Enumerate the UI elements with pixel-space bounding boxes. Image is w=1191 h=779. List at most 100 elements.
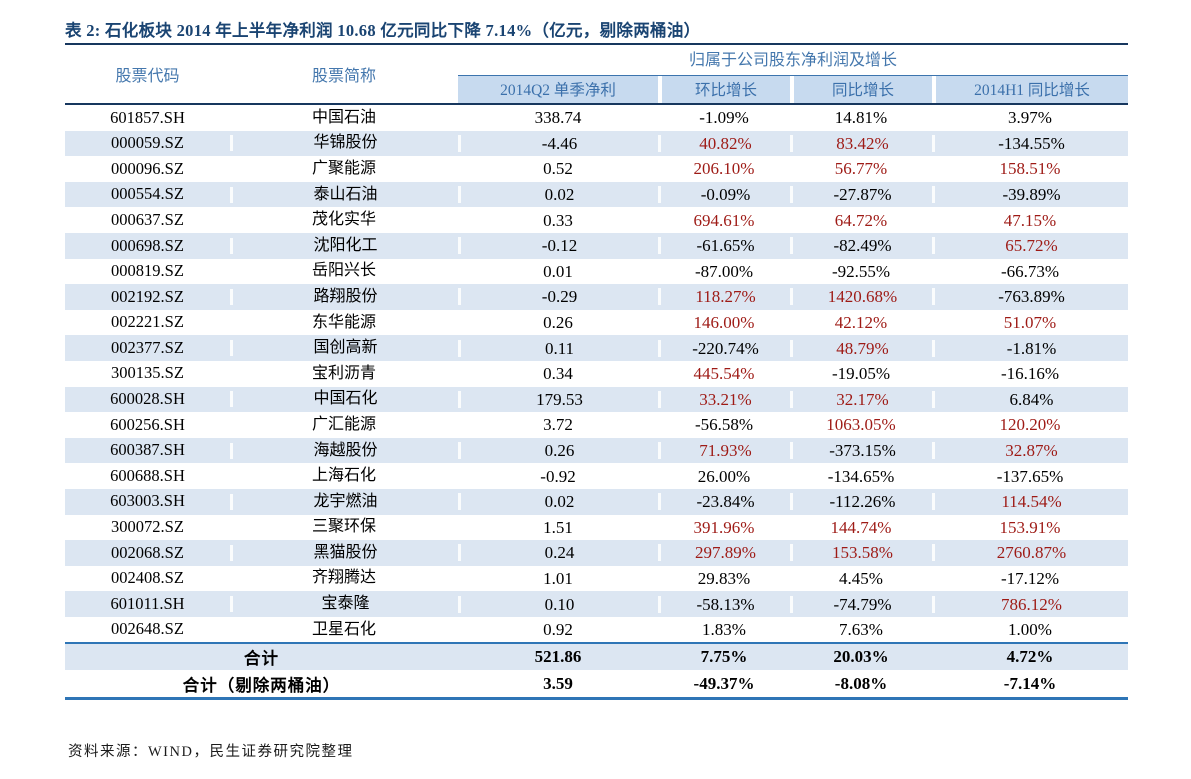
qoq-growth-cell: 71.93% (658, 442, 790, 460)
stock-name-cell: 宝利沥青 (311, 364, 376, 382)
qoq-growth-cell: 297.89% (658, 544, 790, 562)
stock-code-cell: 601011.SH (110, 593, 185, 613)
stock-code-cell: 000637.SZ (111, 209, 184, 229)
stock-name-cell: 路翔股份 (230, 288, 458, 305)
col-header-yoy-growth: 同比增长 (790, 76, 932, 103)
stock-code-cell: 603003.SH (110, 491, 185, 511)
q2-profit-cell: 0.34 (543, 364, 573, 384)
yoy-growth-cell: 32.17% (790, 390, 932, 408)
total-ex-row: 合计（剔除两桶油） 3.59 -49.37% -8.08% -7.14% (65, 670, 1128, 701)
table-row: 601857.SH 中国石油 338.74 -1.09% 14.81% 3.97% (65, 105, 1128, 131)
table-row: 000096.SZ 广聚能源 0.52 206.10% 56.77% 158.51% (65, 156, 1128, 182)
yoy-growth-cell: -74.79% (790, 595, 932, 613)
qoq-growth-cell: 694.61% (693, 210, 755, 230)
table-row: 300135.SZ 宝利沥青 0.34 445.54% -19.05% -16.16% (65, 361, 1128, 387)
stock-name-cell: 上海石化 (311, 467, 376, 485)
q2-profit-cell: 1.51 (543, 517, 573, 537)
qoq-growth-cell: 118.27% (658, 288, 790, 306)
yoy-growth-cell: 14.81% (834, 108, 888, 128)
stock-name-cell: 岳阳兴长 (311, 262, 376, 280)
h1-growth-cell: -66.73% (1000, 261, 1060, 281)
profit-table: 表 2: 石化板块 2014 年上半年净利润 10.68 亿元同比下降 7.14… (65, 20, 1128, 701)
stock-name-cell: 华锦股份 (230, 135, 458, 152)
stock-code-cell: 600028.SH (110, 389, 185, 409)
h1-growth-cell: 32.87% (932, 442, 1128, 460)
table-row: 603003.SH 龙宇燃油 0.02 -23.84% -112.26% 114.54% (65, 488, 1128, 515)
stock-name-cell: 茂化实华 (311, 211, 376, 229)
stock-code-cell: 600256.SH (110, 414, 185, 434)
table-row: 002221.SZ 东华能源 0.26 146.00% 42.12% 51.07% (65, 310, 1128, 336)
h1-growth-cell: -39.89% (932, 186, 1128, 204)
yoy-growth-cell: 153.58% (790, 544, 932, 562)
table-row: 300072.SZ 三聚环保 1.51 391.96% 144.74% 153.91% (65, 515, 1128, 541)
stock-code-cell: 000059.SZ (111, 133, 184, 153)
group-header-area: 归属于公司股东净利润及增长 2014Q2 单季净利 环比增长 同比增长 2014… (458, 45, 1128, 103)
stock-name-cell: 中国石油 (311, 108, 376, 126)
yoy-growth-cell: 56.77% (834, 159, 888, 179)
qoq-growth-cell: 33.21% (658, 390, 790, 408)
qoq-growth-cell: -220.74% (658, 339, 790, 357)
table-row: 002377.SZ 国创高新 0.11 -220.74% 48.79% -1.81% (65, 335, 1128, 361)
stock-code-cell: 300072.SZ (111, 517, 184, 537)
table-row: 002408.SZ 齐翔腾达 1.01 29.83% 4.45% -17.12% (65, 566, 1128, 592)
h1-growth-cell: 4.72% (1006, 647, 1054, 667)
q2-profit-cell: 3.72 (543, 415, 573, 435)
qoq-growth-cell: 445.54% (693, 364, 755, 384)
yoy-growth-cell: -82.49% (790, 237, 932, 255)
qoq-growth-cell: -23.84% (658, 493, 790, 511)
table-row: 000698.SZ 沈阳化工 -0.12 -61.65% -82.49% 65.72% (65, 232, 1128, 259)
stock-code-cell: 002648.SZ (111, 619, 184, 639)
q2-profit-cell: 0.11 (458, 339, 658, 357)
stock-name-cell: 广聚能源 (311, 159, 376, 177)
table-row: 600028.SH 中国石化 179.53 33.21% 32.17% 6.84% (65, 386, 1128, 413)
qoq-growth-cell: 7.75% (700, 647, 748, 667)
stock-code-cell: 002221.SZ (111, 312, 184, 332)
h1-growth-cell: 51.07% (1003, 313, 1057, 333)
h1-growth-cell: -134.55% (932, 134, 1128, 152)
qoq-growth-cell: -87.00% (694, 261, 754, 281)
stock-code-cell: 600688.SH (110, 465, 185, 485)
table-row: 601011.SH 宝泰隆 0.10 -58.13% -74.79% 786.12% (65, 591, 1128, 617)
qoq-growth-cell: -1.09% (699, 108, 749, 128)
col-header-stock-name: 股票简称 (311, 68, 376, 85)
table-row: 002068.SZ 黑猫股份 0.24 297.89% 153.58% 2760.87% (65, 540, 1128, 566)
h1-growth-cell: 1.00% (1008, 620, 1052, 640)
table-row: 000554.SZ 泰山石油 0.02 -0.09% -27.87% -39.89% (65, 181, 1128, 208)
yoy-growth-cell: 64.72% (834, 210, 888, 230)
qoq-growth-cell: 391.96% (693, 517, 755, 537)
q2-profit-cell: 0.52 (543, 159, 573, 179)
stock-name-cell: 三聚环保 (311, 518, 376, 536)
h1-growth-cell: 120.20% (999, 415, 1061, 435)
stock-name-cell: 广汇能源 (311, 415, 376, 433)
qoq-growth-cell: -58.13% (658, 595, 790, 613)
total-ex-label: 合计（剔除两桶油） (182, 675, 341, 695)
h1-growth-cell: -1.81% (932, 339, 1128, 357)
h1-growth-cell: -137.65% (996, 466, 1064, 486)
qoq-growth-cell: -0.09% (658, 186, 790, 204)
h1-growth-cell: 47.15% (1003, 210, 1057, 230)
table-row: 000819.SZ 岳阳兴长 0.01 -87.00% -92.55% -66.73% (65, 259, 1128, 285)
stock-name-cell: 龙宇燃油 (230, 493, 458, 510)
table-header: 股票代码 股票简称 归属于公司股东净利润及增长 2014Q2 单季净利 环比增长… (65, 45, 1128, 105)
qoq-growth-cell: 29.83% (697, 568, 751, 588)
qoq-growth-cell: 206.10% (693, 159, 755, 179)
qoq-growth-cell: 40.82% (658, 134, 790, 152)
table-row: 002192.SZ 路翔股份 -0.29 118.27% 1420.68% -763.89… (65, 284, 1128, 310)
q2-profit-cell: 179.53 (458, 390, 658, 408)
q2-profit-cell: 0.33 (543, 210, 573, 230)
h1-growth-cell: -763.89% (932, 288, 1128, 306)
table-row: 002648.SZ 卫星石化 0.92 1.83% 7.63% 1.00% (65, 617, 1128, 643)
yoy-growth-cell: -27.87% (790, 186, 932, 204)
stock-name-cell: 沈阳化工 (230, 237, 458, 254)
yoy-growth-cell: 48.79% (790, 339, 932, 357)
q2-profit-cell: 0.92 (543, 620, 573, 640)
yoy-growth-cell: -134.65% (827, 466, 895, 486)
table-row: 000637.SZ 茂化实华 0.33 694.61% 64.72% 47.15% (65, 207, 1128, 233)
stock-code-cell: 002377.SZ (111, 337, 184, 357)
table-row: 600387.SH 海越股份 0.26 71.93% -373.15% 32.87% (65, 437, 1128, 464)
col-header-q2-profit: 2014Q2 单季净利 (458, 76, 658, 103)
stock-code-cell: 000554.SZ (111, 184, 184, 204)
q2-profit-cell: -0.29 (458, 288, 658, 306)
h1-growth-cell: 786.12% (932, 595, 1128, 613)
q2-profit-cell: -0.12 (458, 237, 658, 255)
